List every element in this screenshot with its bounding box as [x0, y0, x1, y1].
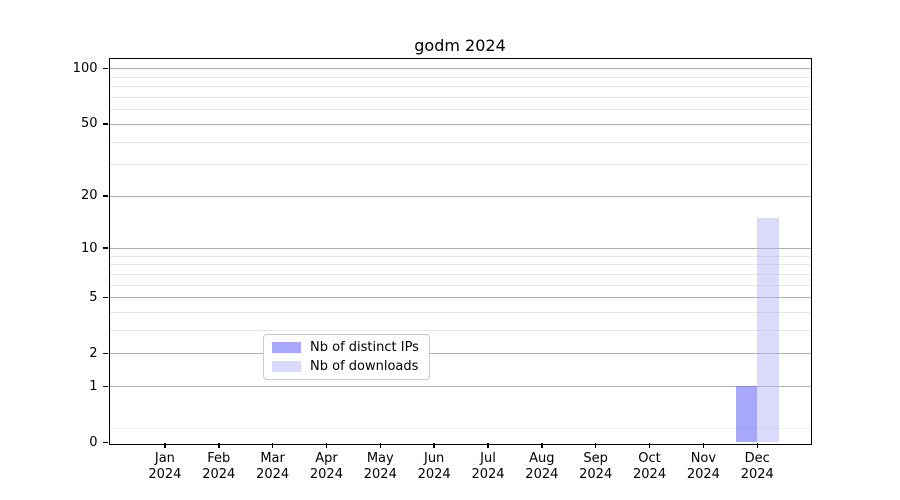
gridline-faint	[109, 427, 811, 429]
y-tick-label: 0	[89, 435, 98, 450]
x-tick-mark	[541, 442, 543, 448]
gridline-minor	[109, 109, 811, 111]
gridline-minor	[109, 164, 811, 166]
legend-entry-downloads: Nb of downloads	[272, 359, 419, 374]
x-tick-mark	[487, 442, 489, 448]
y-tick-mark	[103, 385, 108, 388]
x-tick-label: Jul 2024	[471, 450, 505, 482]
x-tick-label: Sep 2024	[579, 450, 613, 482]
gridline-minor	[109, 264, 811, 266]
x-tick-mark	[218, 442, 220, 448]
y-tick-label: 5	[89, 289, 98, 305]
legend-entry-distinct-ips: Nb of distinct IPs	[272, 340, 419, 355]
gridline-major	[109, 248, 811, 250]
y-tick-mark	[103, 123, 108, 125]
x-tick-label: Mar 2024	[256, 450, 290, 482]
gridline-minor	[109, 141, 811, 143]
x-tick-mark	[379, 442, 382, 448]
x-tick-label: Jun 2024	[417, 450, 451, 482]
x-tick-mark	[164, 442, 166, 448]
bar-nb-of-distinct-ips-dec	[735, 386, 758, 443]
y-tick-label: 50	[80, 116, 98, 132]
y-tick-label: 100	[72, 60, 98, 76]
gridline-minor	[109, 273, 811, 275]
y-tick-mark	[103, 195, 108, 197]
gridline-major	[109, 123, 811, 125]
gridline-minor	[109, 86, 811, 88]
gridline-major	[109, 68, 811, 70]
x-tick-mark	[325, 442, 328, 448]
bar-nb-of-downloads-dec	[757, 217, 779, 443]
x-tick-label: Aug 2024	[525, 450, 559, 482]
chart-title: godm 2024	[414, 36, 506, 55]
legend-swatch-downloads	[272, 361, 301, 372]
x-tick-mark	[271, 442, 274, 448]
gridline-minor	[109, 330, 811, 332]
gridline-minor	[109, 284, 811, 286]
gridline-minor	[109, 312, 811, 314]
x-tick-mark	[756, 442, 758, 448]
y-tick-mark	[103, 352, 108, 355]
y-tick-mark	[103, 441, 108, 444]
plot-area: 0 1 2 5 10 20 50 100 Jan 2024 Feb 2024 Mar 2024 Apr 202…	[73, 57, 812, 482]
y-tick-label: 10	[80, 240, 98, 256]
gridline-major	[109, 353, 811, 355]
gridline-minor	[109, 76, 811, 78]
gridline-minor	[109, 255, 811, 257]
x-tick-label: Jan 2024	[148, 450, 182, 482]
gridline-major	[109, 195, 811, 197]
y-tick-label: 1	[89, 378, 98, 394]
gridline-major	[109, 297, 811, 299]
x-tick-label: Nov 2024	[686, 450, 720, 482]
y-tick-mark	[103, 296, 108, 299]
y-tick-label: 2	[89, 345, 98, 361]
x-tick-mark	[702, 442, 705, 448]
legend-label-distinct-ips: Nb of distinct IPs	[310, 340, 419, 355]
gridline-major	[109, 386, 811, 388]
x-tick-label: Oct 2024	[633, 450, 667, 482]
x-tick-label: May 2024	[363, 450, 397, 482]
legend: Nb of distinct IPs Nb of downloads	[263, 334, 430, 380]
gridline-minor	[109, 97, 811, 99]
x-tick-mark	[648, 442, 651, 448]
x-tick-label: Apr 2024	[309, 450, 343, 482]
x-tick-label: Dec 2024	[740, 450, 774, 482]
legend-swatch-distinct-ips	[272, 342, 301, 353]
y-tick-label: 20	[80, 188, 98, 204]
x-tick-label: Feb 2024	[202, 450, 236, 482]
y-tick-mark	[103, 247, 108, 249]
x-tick-mark	[433, 442, 435, 448]
x-tick-mark	[594, 442, 597, 448]
y-tick-mark	[103, 67, 108, 70]
legend-label-downloads: Nb of downloads	[310, 359, 419, 374]
